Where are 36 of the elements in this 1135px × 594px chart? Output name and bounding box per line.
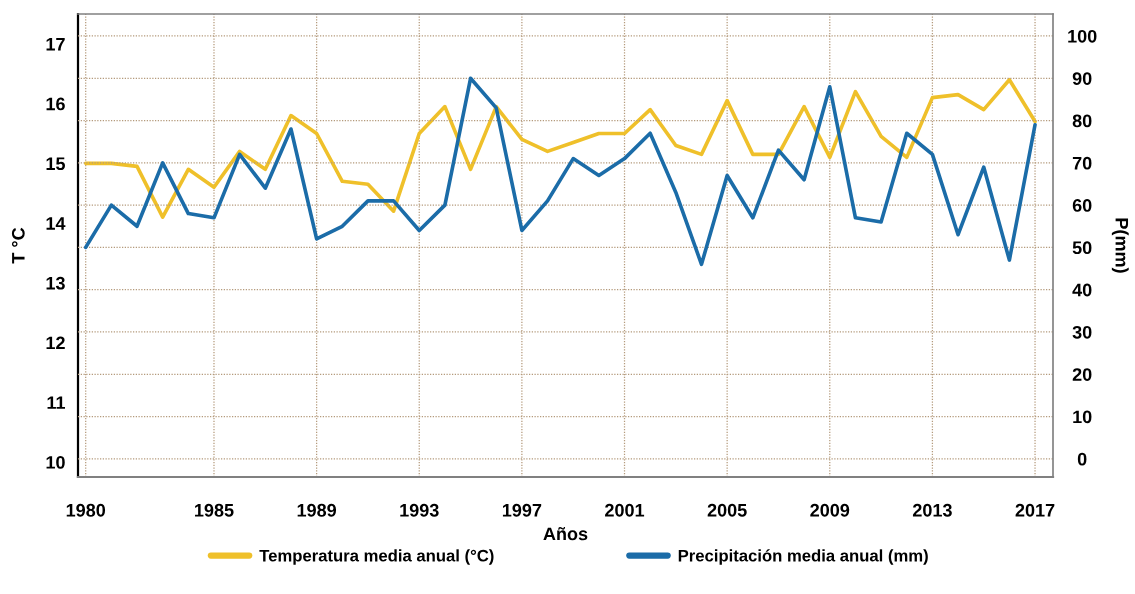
y2-tick-label: 90 [1072, 72, 1092, 85]
y2-tick-label: 30 [1072, 325, 1092, 339]
y2-tick-label: 70 [1072, 156, 1092, 170]
y2-tick-label: 10 [1073, 410, 1092, 424]
y2-tick-label: 0 [1077, 452, 1087, 466]
x-tick-label: 2009 [810, 503, 850, 517]
y2-tick-label: 20 [1072, 368, 1092, 381]
y-axis-title: T °C [11, 227, 25, 264]
y2-tick-label: 50 [1072, 241, 1092, 255]
line-series [83, 76, 1037, 267]
y-tick-label: 15 [46, 157, 65, 171]
x-tick-label: 2013 [912, 503, 952, 517]
line-series [83, 77, 1037, 219]
legend-label: Temperatura media anual (°C) [259, 549, 494, 565]
y-tick-label: 17 [46, 37, 65, 51]
x-tick-label: 1989 [297, 503, 337, 517]
x-tick-label: 1993 [400, 503, 439, 517]
y-tick-label: 14 [46, 217, 66, 230]
y-tick-label: 11 [47, 396, 65, 409]
y-tick-label: 10 [46, 456, 65, 469]
y2-tick-label: 80 [1072, 114, 1092, 128]
y-tick-label: 12 [46, 336, 65, 350]
y-tick-label: 13 [46, 276, 65, 290]
legend-label: Precipitación media anual (mm) [678, 549, 928, 565]
x-tick-label: 2005 [707, 503, 747, 517]
y2-tick-label: 100 [1068, 29, 1097, 43]
x-tick-label: 1985 [195, 503, 234, 517]
y-tick-label: 16 [46, 97, 65, 111]
y2-axis-title: P(mm) [1111, 218, 1129, 273]
x-tick-label: 1980 [66, 503, 106, 517]
y2-tick-label: 40 [1072, 283, 1092, 297]
x-axis-title: Años [543, 527, 588, 541]
y2-tick-label: 60 [1072, 199, 1092, 212]
x-tick-label: 2017 [1015, 503, 1055, 517]
x-tick-label: 1997 [502, 503, 542, 517]
x-tick-label: 2001 [605, 503, 645, 517]
